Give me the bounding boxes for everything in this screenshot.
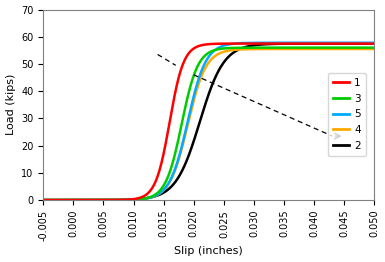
- Y-axis label: Load (kips): Load (kips): [5, 74, 15, 135]
- X-axis label: Slip (inches): Slip (inches): [174, 247, 243, 256]
- Legend: 1, 3, 5, 4, 2: 1, 3, 5, 4, 2: [328, 73, 366, 156]
